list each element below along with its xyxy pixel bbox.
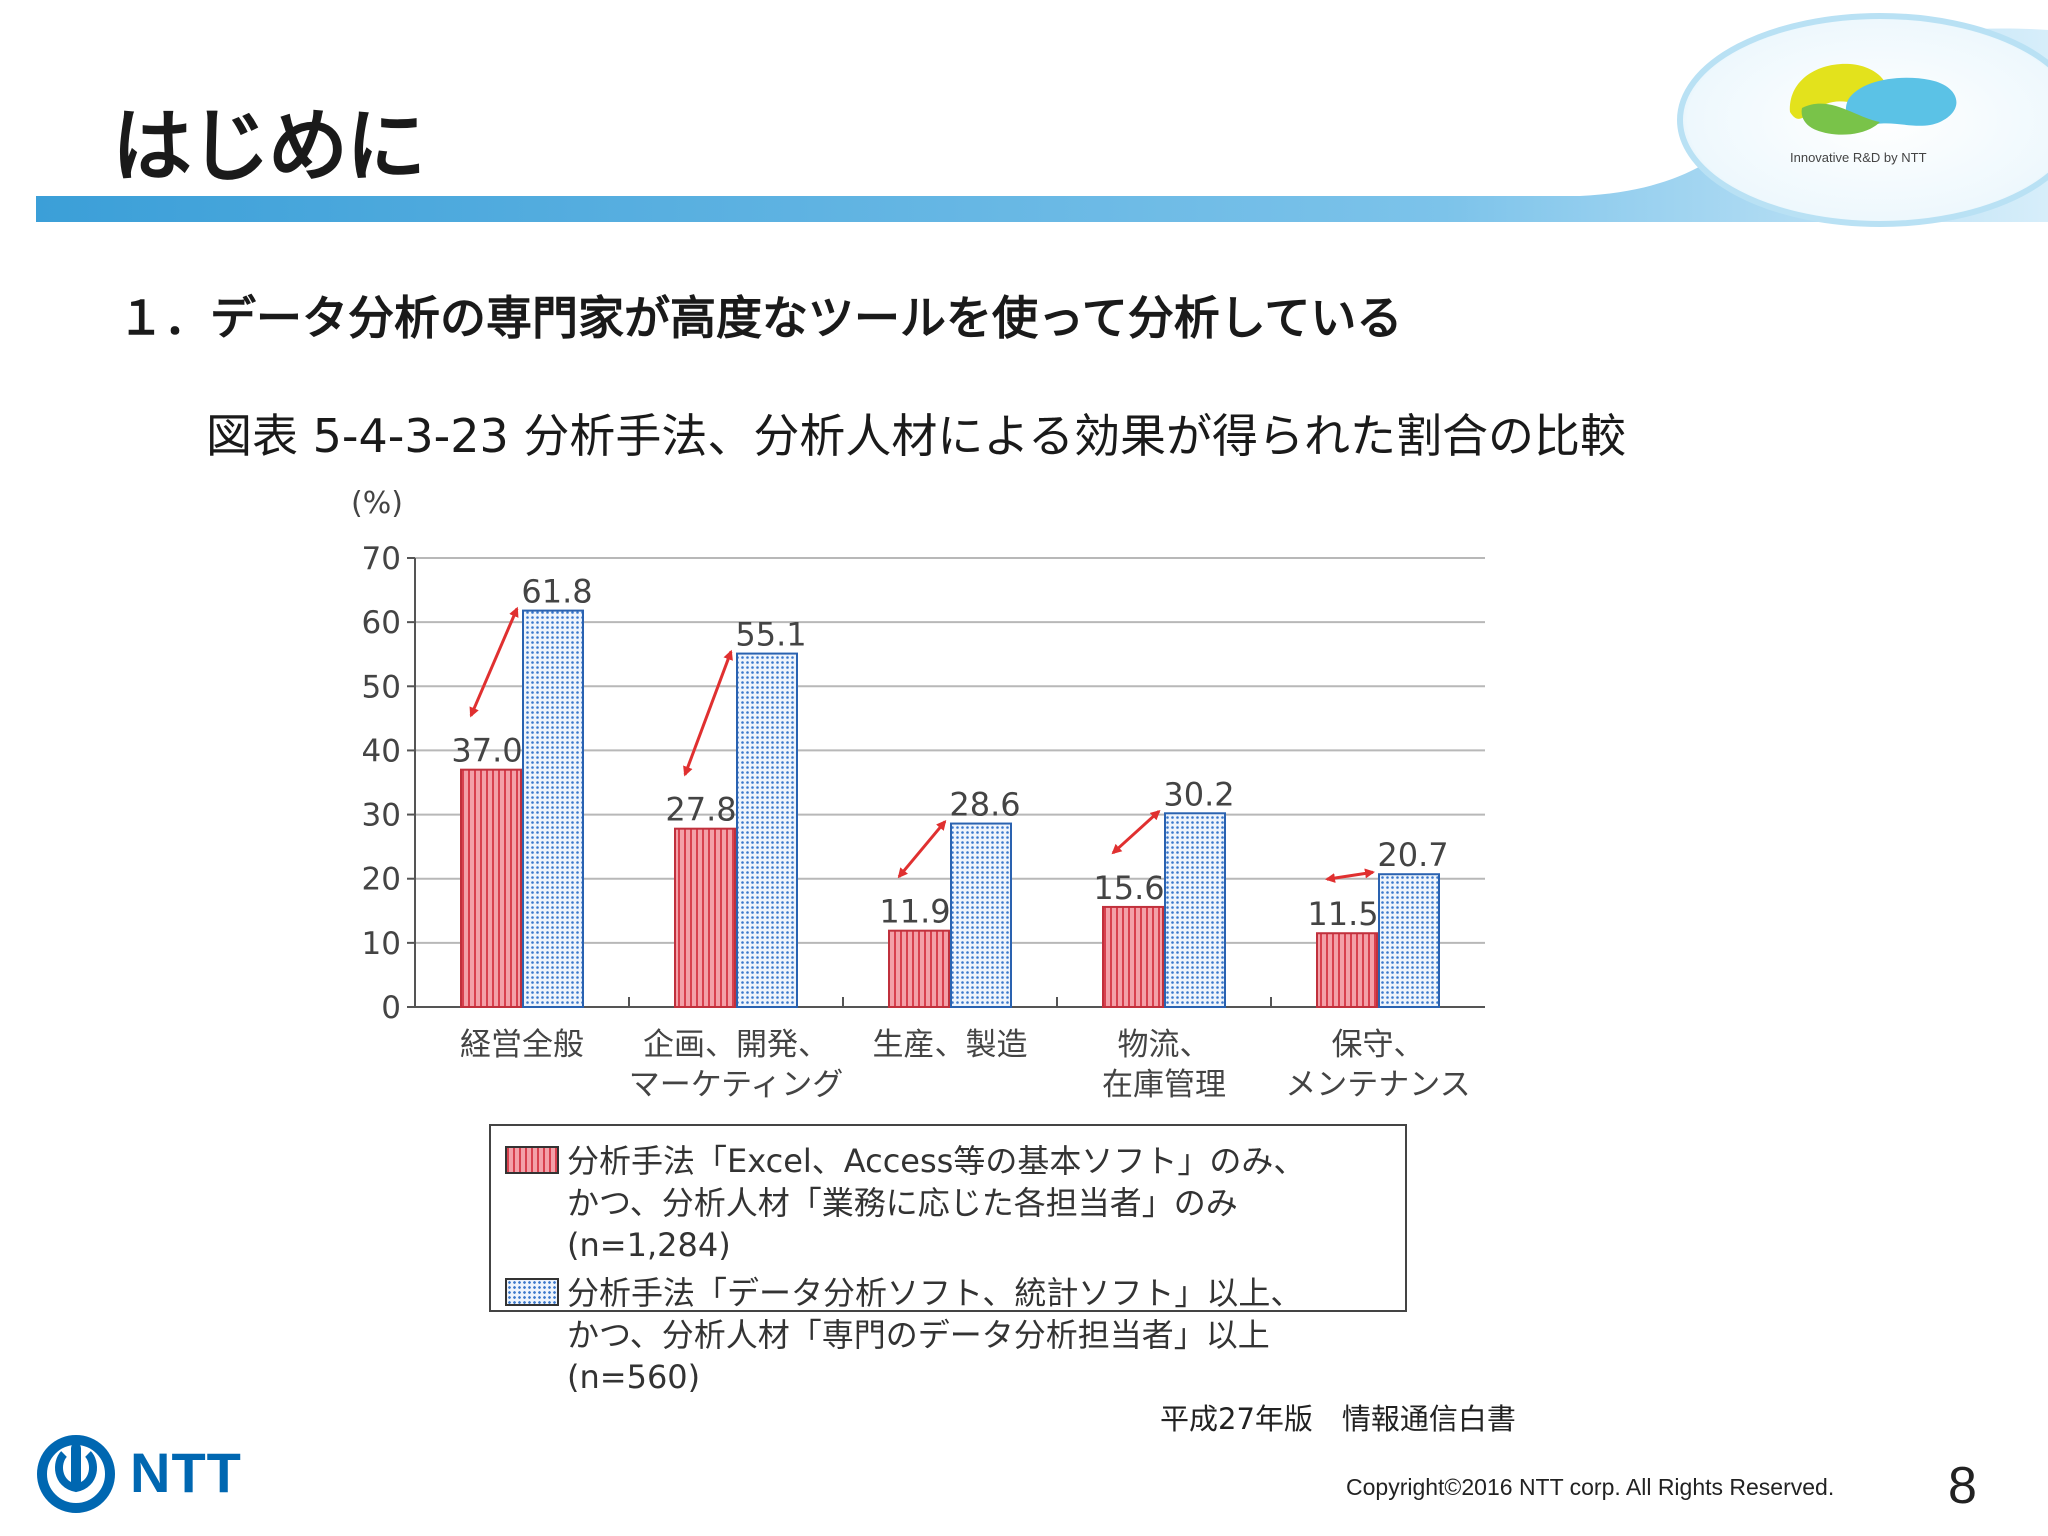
ntt-wordmark: NTT	[130, 1441, 242, 1504]
bar-series-2	[522, 609, 584, 1008]
y-tick-label: 70	[362, 541, 401, 577]
bar-series-1	[1102, 905, 1164, 1008]
slide-title: はじめに	[112, 100, 426, 193]
y-tick-label: 30	[362, 798, 401, 834]
section-heading: １．データ分析の専門家が高度なツールを使って分析している	[118, 291, 1403, 345]
bar-series-1	[888, 929, 950, 1009]
legend-line: かつ、分析人材「専門のデータ分析担当者」以上(n=560)	[567, 1316, 1270, 1396]
data-label: 15.6	[1093, 869, 1164, 907]
comparison-arrow	[897, 820, 947, 879]
bar-series-1	[674, 827, 736, 1008]
ntt-rd-logo-icon	[1789, 63, 1957, 135]
data-label: 28.6	[949, 786, 1020, 824]
data-label: 11.5	[1307, 895, 1378, 933]
legend-line: かつ、分析人材「業務に応じた各担当者」のみ(n=1,284)	[567, 1184, 1238, 1264]
y-tick-label: 20	[362, 862, 401, 898]
y-tick-label: 10	[362, 926, 401, 962]
comparison-arrow	[469, 606, 519, 718]
comparison-arrow	[683, 649, 733, 777]
data-label: 30.2	[1163, 775, 1234, 813]
x-tick-label: 生産、製造	[873, 1027, 1028, 1063]
data-label: 37.0	[451, 732, 522, 770]
legend-item-series-2: 分析手法「データ分析ソフト、統計ソフト」以上、 かつ、分析人材「専門のデータ分析…	[505, 1272, 1393, 1398]
x-tick-label: 在庫管理	[1102, 1067, 1226, 1103]
comparison-arrow	[1325, 868, 1375, 883]
legend-item-series-1: 分析手法「Excel、Access等の基本ソフト」のみ、 かつ、分析人材「業務に…	[505, 1140, 1393, 1266]
data-label: 27.8	[665, 791, 736, 829]
x-tick-label: 企画、開発、	[643, 1027, 829, 1063]
y-tick-label: 50	[362, 669, 401, 705]
data-label: 20.7	[1377, 836, 1448, 874]
y-tick-label: 40	[362, 733, 401, 769]
chart-legend: 分析手法「Excel、Access等の基本ソフト」のみ、 かつ、分析人材「業務に…	[489, 1124, 1407, 1396]
bar-series-1	[460, 768, 522, 1008]
figure-caption: 図表 5-4-3-23 分析手法、分析人材による効果が得られた割合の比較	[206, 409, 1626, 463]
x-tick-label: メンテナンス	[1285, 1067, 1470, 1103]
source-citation: 平成27年版 情報通信白書	[1160, 1402, 1516, 1436]
bar-series-1	[1316, 932, 1378, 1008]
bar-series-2	[950, 822, 1012, 1008]
data-label: 55.1	[735, 616, 806, 654]
y-axis-label: (%)	[351, 486, 403, 521]
bar-series-2	[736, 652, 798, 1009]
bar-series-2	[1164, 812, 1226, 1008]
bar-chart: (%) 0 10 20 30 40 50 60 70 37.0 61.8 経営全般 27.8 55.1 企画…	[351, 486, 1485, 1103]
logo-caption: Innovative R&D by NTT	[1790, 150, 1927, 165]
bar-series-2	[1378, 873, 1440, 1008]
copyright-notice: Copyright©2016 NTT corp. All Rights Rese…	[1346, 1474, 1835, 1500]
y-tick-label: 0	[381, 990, 401, 1026]
data-label: 11.9	[879, 893, 950, 931]
x-tick-label: 物流、	[1118, 1027, 1211, 1063]
header-wave-decoration	[36, 13, 2048, 227]
y-tick-label: 60	[362, 605, 401, 641]
legend-swatch-striped	[505, 1146, 559, 1174]
ntt-logo-icon	[37, 1435, 115, 1513]
legend-line: 分析手法「データ分析ソフト、統計ソフト」以上、	[567, 1274, 1303, 1312]
x-tick-label: 経営全般	[460, 1027, 584, 1063]
comparison-arrow	[1111, 809, 1161, 855]
legend-line: 分析手法「Excel、Access等の基本ソフト」のみ、	[567, 1142, 1306, 1180]
x-tick-label: 保守、	[1332, 1027, 1425, 1063]
page-number: 8	[1948, 1457, 1977, 1515]
data-label: 61.8	[521, 573, 592, 611]
legend-swatch-dotted	[505, 1278, 559, 1306]
x-tick-label: マーケティング	[629, 1067, 844, 1103]
